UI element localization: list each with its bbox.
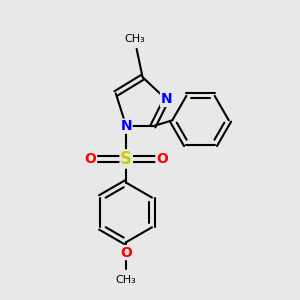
Text: O: O bbox=[85, 152, 97, 166]
Text: CH₃: CH₃ bbox=[125, 34, 146, 44]
Text: N: N bbox=[160, 92, 172, 106]
Text: N: N bbox=[120, 119, 132, 133]
Text: O: O bbox=[120, 245, 132, 260]
Text: S: S bbox=[120, 150, 132, 168]
Text: CH₃: CH₃ bbox=[116, 275, 136, 285]
Text: O: O bbox=[156, 152, 168, 166]
